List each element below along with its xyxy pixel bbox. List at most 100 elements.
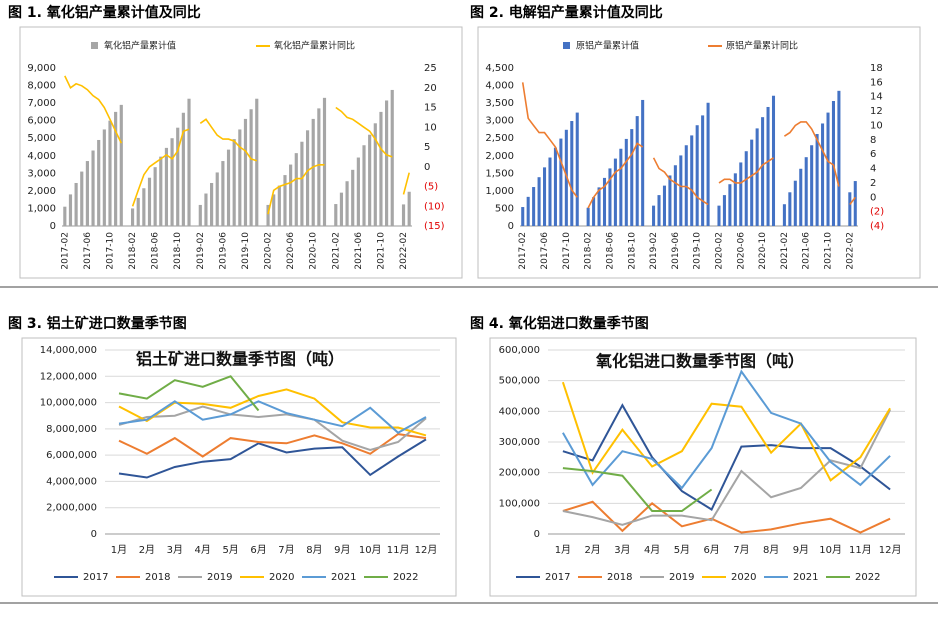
y-tick-label: 9,000 xyxy=(27,63,56,74)
bar xyxy=(226,149,231,226)
bar xyxy=(744,151,748,226)
legend-label: 2018 xyxy=(145,572,170,583)
bar xyxy=(187,98,191,226)
x-tick-label: 11月 xyxy=(387,544,410,556)
bar xyxy=(334,204,338,226)
y-tick-label: 8,000 xyxy=(27,81,56,92)
y-tick-label: 6,000 xyxy=(27,116,56,127)
bar xyxy=(608,168,612,226)
bar xyxy=(351,169,355,226)
bar xyxy=(673,165,677,226)
y-tick-label: 7,000 xyxy=(27,98,56,109)
bar xyxy=(782,204,786,226)
bar xyxy=(407,191,411,226)
bar xyxy=(733,173,737,226)
bar xyxy=(766,106,770,226)
x-tick-label: 2017-10 xyxy=(105,232,115,270)
bar xyxy=(652,205,656,226)
bar xyxy=(586,207,590,226)
bar xyxy=(755,128,759,226)
line xyxy=(562,467,713,512)
bar xyxy=(136,197,140,226)
legend-swatch xyxy=(91,42,98,49)
x-tick-label: 2018-10 xyxy=(627,232,637,270)
y-tick-label: 10 xyxy=(870,120,883,131)
line xyxy=(521,82,856,209)
bar xyxy=(283,175,287,226)
bar xyxy=(385,100,389,226)
line xyxy=(118,438,427,479)
x-tick-label: 2月 xyxy=(139,544,155,556)
chart-subtitle: 氧化铝进口数量季节图（吨） xyxy=(595,352,804,371)
x-tick-label: 2017-10 xyxy=(562,232,572,270)
x-tick-label: 2021-10 xyxy=(824,232,834,270)
y-tick-label: 20 xyxy=(424,83,437,94)
x-tick-label: 1月 xyxy=(111,544,127,556)
line xyxy=(118,433,427,458)
legend-label: 原铝产量累计同比 xyxy=(726,40,798,52)
y-tick-label: 600,000 xyxy=(499,345,540,356)
legend-label: 2019 xyxy=(669,572,694,583)
x-tick-label: 2月 xyxy=(584,544,600,556)
x-tick-label: 2021-06 xyxy=(354,232,364,270)
bar xyxy=(198,204,202,226)
bar xyxy=(249,109,253,226)
bar xyxy=(311,118,315,226)
y-tick-label: 2,000 xyxy=(485,151,514,162)
bar xyxy=(668,175,672,226)
y-tick-label: 16 xyxy=(870,77,883,88)
y-tick-label: 25 xyxy=(424,63,437,74)
bar xyxy=(662,185,666,226)
bar xyxy=(210,182,214,226)
bar xyxy=(317,108,321,226)
bar xyxy=(739,162,743,226)
x-tick-label: 2019-02 xyxy=(649,232,659,270)
x-tick-label: 6月 xyxy=(250,544,266,556)
bar xyxy=(537,177,541,226)
bar xyxy=(630,129,634,226)
y-tick-label: 12,000,000 xyxy=(40,371,97,382)
line xyxy=(64,75,410,215)
x-tick-label: 4月 xyxy=(195,544,211,556)
y-tick-label: 0 xyxy=(91,529,97,540)
x-tick-label: 11月 xyxy=(849,544,872,556)
x-tick-label: 10月 xyxy=(359,544,382,556)
y-tick-label: 2,000 xyxy=(27,186,56,197)
bar xyxy=(799,168,803,226)
y-tick-label: 0 xyxy=(424,162,430,173)
bar xyxy=(204,193,208,226)
legend-swatch xyxy=(563,42,570,49)
y-tick-label: 1,500 xyxy=(485,168,514,179)
y-tick-label: 14,000,000 xyxy=(40,345,97,356)
legend-label: 2019 xyxy=(207,572,232,583)
bar xyxy=(63,206,67,226)
chart-title: 图 3. 铝土矿进口数量季节图 xyxy=(8,315,187,332)
bar xyxy=(176,127,180,226)
y-tick-label: 0 xyxy=(534,529,540,540)
bar xyxy=(771,95,776,226)
bar xyxy=(373,123,377,226)
bar xyxy=(294,153,298,226)
x-tick-label: 2018-06 xyxy=(151,232,161,270)
bar xyxy=(559,138,563,226)
x-tick-label: 2021-02 xyxy=(780,232,790,270)
x-tick-label: 12月 xyxy=(879,544,902,556)
y-tick-label: 8 xyxy=(870,135,876,146)
bar xyxy=(553,147,557,226)
x-tick-label: 6月 xyxy=(703,544,719,556)
bar xyxy=(130,208,135,226)
x-tick-label: 3月 xyxy=(614,544,630,556)
y-tick-label: 0 xyxy=(870,192,876,203)
line xyxy=(562,409,891,526)
y-tick-label: 18 xyxy=(870,63,883,74)
legend-label: 氧化铝产量累计同比 xyxy=(274,40,355,52)
x-tick-label: 2020-06 xyxy=(736,232,746,270)
line xyxy=(561,381,891,482)
bar xyxy=(597,187,601,226)
x-tick-label: 2018-02 xyxy=(128,232,138,270)
x-tick-label: 2019-10 xyxy=(693,232,703,270)
bar xyxy=(613,158,617,226)
bar xyxy=(390,89,394,226)
y-tick-label: 4 xyxy=(870,164,876,175)
